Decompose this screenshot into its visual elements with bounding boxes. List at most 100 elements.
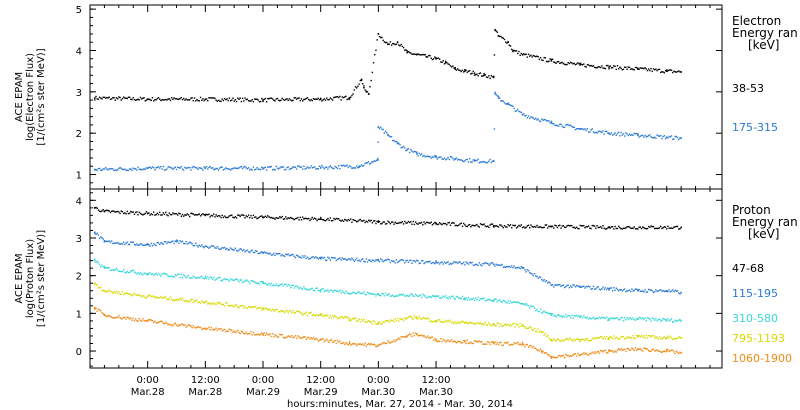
data-point	[503, 300, 506, 302]
data-point	[611, 338, 614, 340]
data-point	[253, 169, 256, 171]
data-point	[304, 287, 306, 290]
data-point	[418, 315, 420, 318]
data-point	[441, 296, 443, 299]
data-point	[365, 321, 368, 324]
y-axis-label: log(Proton Flux)	[25, 239, 36, 318]
data-point	[629, 290, 632, 293]
data-point	[151, 319, 154, 322]
data-point	[191, 277, 193, 279]
data-point	[521, 114, 524, 116]
data-point	[649, 334, 651, 337]
data-point	[563, 63, 566, 66]
data-point	[423, 154, 425, 157]
data-point	[124, 97, 126, 99]
data-point	[174, 212, 177, 215]
data-point	[661, 137, 663, 140]
data-point	[431, 224, 434, 226]
data-point	[244, 217, 246, 219]
data-point	[643, 136, 645, 138]
data-point	[569, 124, 572, 127]
data-point	[551, 356, 554, 358]
data-point	[453, 260, 455, 263]
data-point	[487, 324, 489, 327]
data-point	[672, 338, 674, 341]
data-point	[639, 67, 641, 69]
data-point	[535, 330, 537, 333]
data-point	[122, 293, 125, 296]
data-point	[650, 320, 652, 322]
data-point	[575, 63, 578, 65]
data-point	[466, 299, 468, 301]
x-tick-time: 0:00	[252, 375, 274, 386]
data-point	[565, 124, 567, 126]
data-point	[261, 251, 263, 253]
data-point	[319, 218, 322, 220]
data-point	[103, 313, 106, 316]
data-point	[517, 301, 519, 303]
data-point	[478, 262, 480, 264]
data-point	[94, 97, 96, 99]
data-point	[309, 257, 311, 260]
data-point	[250, 280, 252, 282]
data-point	[497, 343, 500, 346]
data-point	[620, 336, 622, 338]
data-point	[538, 226, 541, 228]
data-point	[654, 227, 656, 230]
data-point	[497, 299, 500, 301]
data-point	[629, 134, 632, 136]
data-point	[464, 264, 466, 266]
data-point	[517, 226, 519, 228]
data-point	[377, 221, 380, 223]
data-point	[152, 296, 155, 299]
data-point	[139, 212, 142, 215]
data-point	[619, 226, 621, 229]
data-point	[219, 100, 221, 102]
data-point	[408, 221, 411, 224]
data-point	[384, 130, 387, 133]
data-point	[541, 331, 543, 334]
data-point	[651, 225, 654, 228]
data-point	[660, 337, 662, 340]
data-point	[356, 87, 358, 89]
data-point	[632, 134, 634, 136]
data-point	[406, 50, 408, 52]
data-point	[572, 317, 574, 319]
data-point	[241, 331, 244, 333]
data-point	[134, 272, 137, 274]
data-point	[283, 336, 286, 339]
data-point	[396, 222, 399, 224]
data-point	[336, 339, 339, 342]
data-point	[568, 315, 571, 317]
data-point	[608, 349, 610, 351]
data-point	[526, 269, 529, 271]
data-point	[678, 138, 680, 141]
data-point	[617, 68, 620, 70]
data-point	[591, 224, 593, 227]
data-point	[323, 256, 325, 259]
data-point	[556, 356, 559, 359]
data-point	[661, 71, 663, 73]
data-point	[394, 318, 396, 320]
data-point	[175, 239, 178, 241]
data-point	[333, 289, 335, 292]
data-point	[110, 210, 113, 213]
data-point	[574, 227, 577, 230]
data-point	[468, 321, 471, 324]
data-point	[404, 147, 406, 149]
data-point	[500, 264, 502, 267]
data-point	[221, 303, 223, 306]
data-point	[108, 267, 110, 269]
data-point	[222, 99, 225, 102]
data-point	[275, 335, 277, 337]
data-point	[359, 165, 362, 168]
data-point	[473, 340, 476, 342]
data-point	[405, 49, 407, 51]
data-point	[544, 280, 547, 283]
data-point	[334, 339, 336, 342]
data-point	[560, 340, 562, 342]
data-point	[144, 244, 146, 246]
data-point	[507, 265, 509, 268]
data-point	[198, 326, 201, 329]
data-point	[657, 290, 660, 292]
